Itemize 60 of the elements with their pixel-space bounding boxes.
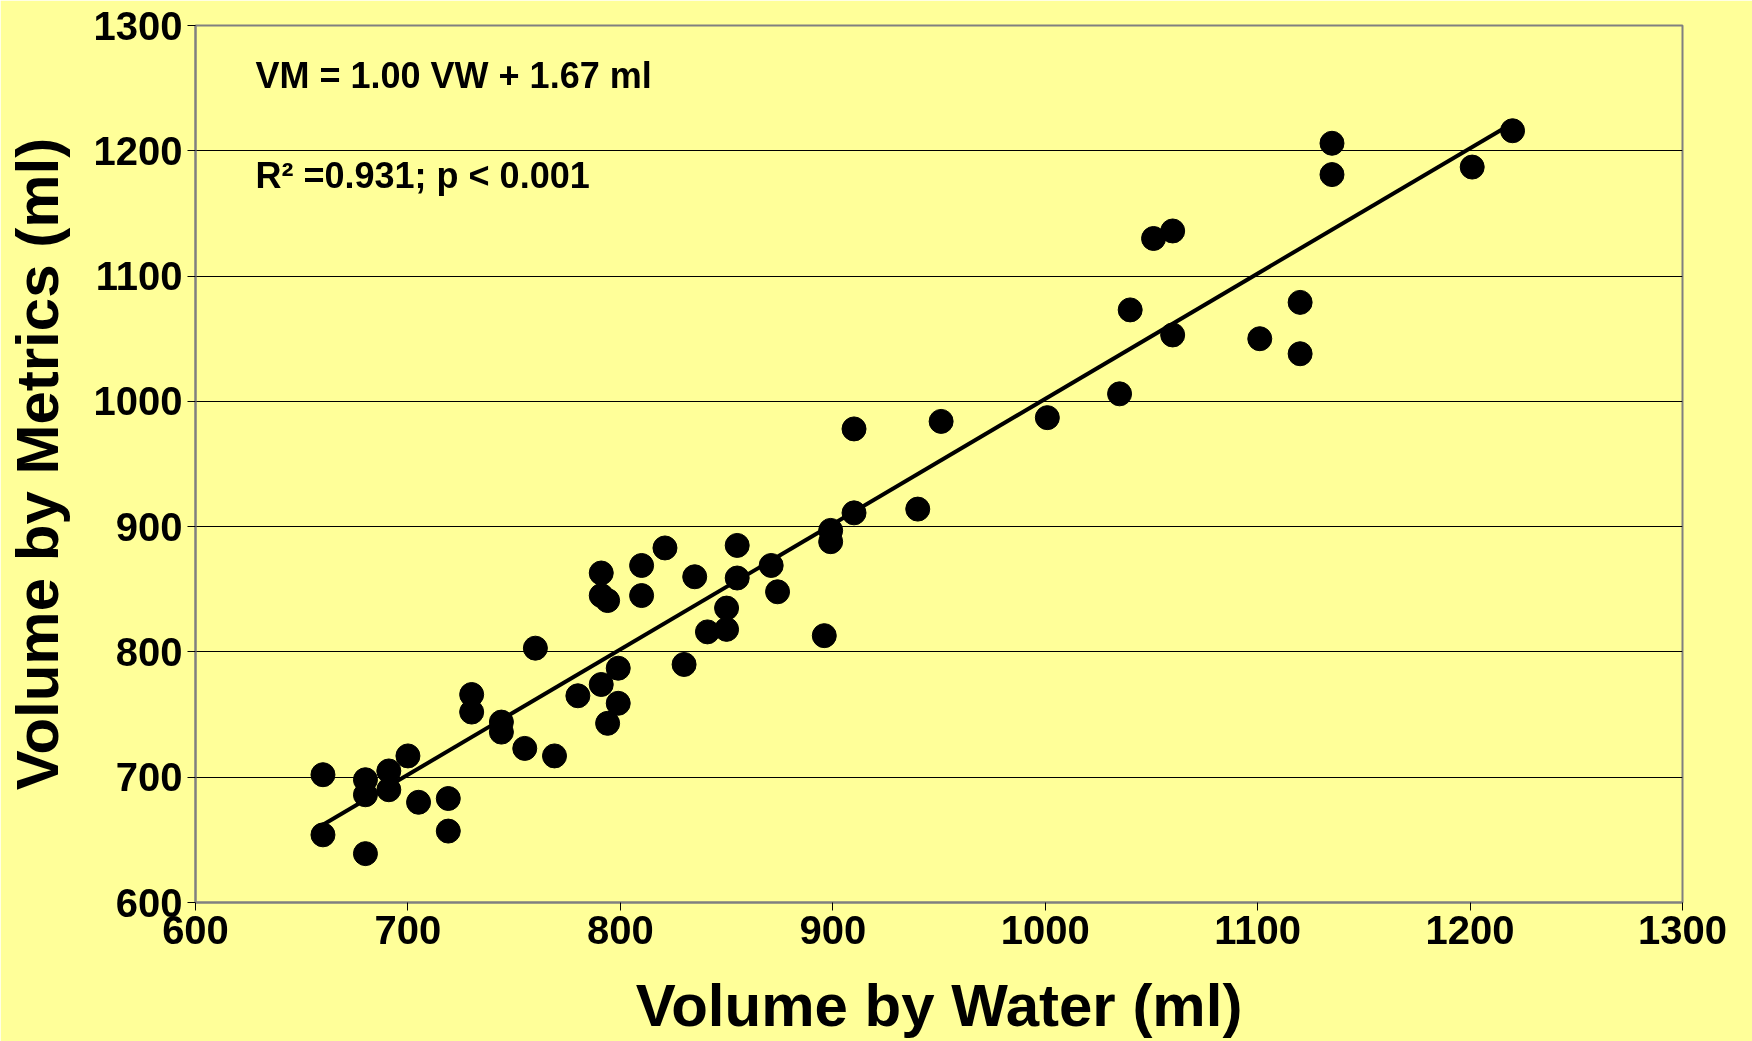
y-tick-label: 700 bbox=[115, 755, 183, 800]
point bbox=[905, 496, 931, 522]
point bbox=[395, 743, 421, 769]
annotation: R² =0.931; p < 0.001 bbox=[255, 154, 590, 196]
point bbox=[1117, 297, 1143, 323]
point bbox=[522, 635, 548, 661]
point bbox=[1287, 341, 1313, 367]
point bbox=[605, 655, 631, 681]
y-tick-label: 1100 bbox=[95, 254, 183, 299]
annotation: VM = 1.00 VW + 1.67 ml bbox=[255, 54, 652, 96]
point bbox=[352, 841, 378, 867]
x-axis-title: Volume by Water (ml) bbox=[635, 971, 1243, 1039]
point bbox=[1160, 218, 1186, 244]
point bbox=[565, 683, 591, 709]
point bbox=[1287, 289, 1313, 315]
point bbox=[1500, 118, 1526, 144]
point bbox=[1247, 326, 1273, 352]
x-tick-label: 700 bbox=[374, 907, 442, 952]
point bbox=[542, 743, 567, 769]
point bbox=[1160, 322, 1186, 348]
point bbox=[682, 564, 708, 590]
point bbox=[724, 532, 750, 558]
point bbox=[714, 616, 740, 642]
point bbox=[629, 583, 655, 609]
x-tick-label: 800 bbox=[586, 907, 654, 952]
point bbox=[406, 789, 432, 815]
y-tick-label: 800 bbox=[115, 629, 183, 674]
y-tick-label: 900 bbox=[115, 504, 183, 549]
x-tick-label: 1100 bbox=[1214, 907, 1302, 952]
point bbox=[1107, 381, 1133, 407]
point bbox=[765, 579, 791, 605]
point bbox=[310, 822, 336, 848]
y-tick-label: 1200 bbox=[93, 128, 183, 173]
x-tick-label: 1300 bbox=[1638, 907, 1727, 952]
point bbox=[512, 735, 538, 761]
point bbox=[588, 672, 614, 697]
y-tick-label: 1000 bbox=[93, 379, 183, 424]
point bbox=[310, 762, 336, 788]
x-tick-label: 1000 bbox=[1000, 907, 1090, 952]
point bbox=[595, 710, 621, 736]
point bbox=[928, 408, 954, 434]
point bbox=[1319, 162, 1345, 188]
point bbox=[629, 553, 655, 578]
point bbox=[588, 560, 614, 586]
point bbox=[1034, 405, 1060, 431]
x-tick-label: 900 bbox=[799, 907, 867, 952]
point bbox=[841, 416, 867, 442]
y-tick-label: 1300 bbox=[93, 3, 183, 48]
point bbox=[1319, 130, 1345, 156]
point bbox=[1459, 154, 1485, 180]
point bbox=[435, 818, 461, 844]
point bbox=[671, 651, 697, 677]
point bbox=[605, 690, 631, 716]
point bbox=[811, 623, 837, 649]
point bbox=[714, 595, 740, 621]
point bbox=[435, 786, 461, 811]
y-axis-title: Volume by Metrics (ml) bbox=[3, 137, 71, 791]
point bbox=[652, 535, 678, 561]
x-tick-label: 1200 bbox=[1425, 907, 1515, 952]
point bbox=[595, 588, 621, 614]
